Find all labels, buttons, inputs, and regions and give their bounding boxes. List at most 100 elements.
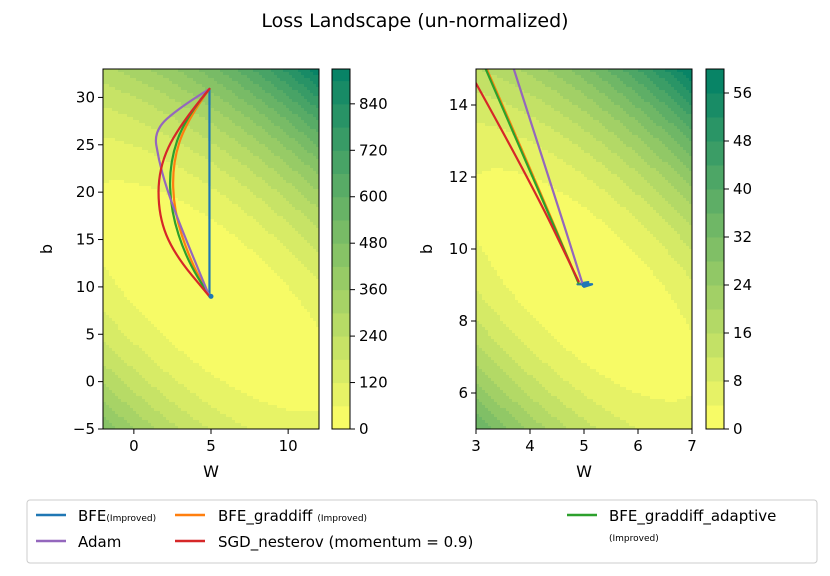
contour-cell <box>178 177 182 181</box>
contour-cell <box>139 75 143 79</box>
contour-cell <box>226 69 230 73</box>
contour-cell <box>142 126 146 130</box>
contour-cell <box>157 216 161 220</box>
contour-cell <box>202 312 206 316</box>
contour-cell <box>115 87 119 91</box>
contour-cell <box>118 288 122 292</box>
contour-cell <box>103 249 107 253</box>
contour-cell <box>199 144 203 148</box>
contour-cell <box>175 75 179 79</box>
contour-cell <box>160 426 164 429</box>
contour-cell <box>163 219 167 223</box>
contour-cell <box>106 273 110 277</box>
contour-cell <box>205 135 209 139</box>
contour-cell <box>142 405 146 409</box>
contour-cell <box>199 396 203 400</box>
contour-cell <box>160 378 164 382</box>
contour-cell <box>124 399 128 403</box>
contour-cell <box>118 249 122 253</box>
contour-cell <box>106 321 110 325</box>
contour-cell <box>145 120 149 124</box>
contour-cell <box>187 126 191 130</box>
contour-cell <box>127 105 131 109</box>
contour-cell <box>109 123 113 127</box>
contour-cell <box>211 159 215 163</box>
contour-cell <box>187 180 191 184</box>
contour-cell <box>157 99 161 103</box>
contour-cell <box>133 324 137 328</box>
contour-cell <box>223 201 227 205</box>
contour-cell <box>118 390 122 394</box>
contour-cell <box>109 348 113 352</box>
contour-cell <box>133 126 137 130</box>
contour-cell <box>196 258 200 262</box>
contour-cell <box>118 351 122 355</box>
contour-cell <box>115 255 119 259</box>
contour-cell <box>118 384 122 388</box>
contour-cell <box>175 378 179 382</box>
contour-cell <box>211 153 215 157</box>
contour-cell <box>145 69 149 73</box>
contour-cell <box>181 372 185 376</box>
contour-cell <box>172 348 176 352</box>
contour-cell <box>145 282 149 286</box>
contour-cell <box>142 417 146 421</box>
contour-cell <box>178 408 182 412</box>
contour-cell <box>109 117 113 121</box>
contour-cell <box>109 357 113 361</box>
contour-cell <box>124 138 128 142</box>
contour-cell <box>109 228 113 232</box>
contour-cell <box>214 84 218 88</box>
contour-cell <box>163 147 167 151</box>
contour-cell <box>172 276 176 280</box>
contour-cell <box>220 246 224 250</box>
contour-cell <box>130 234 134 238</box>
contour-cell <box>142 276 146 280</box>
contour-cell <box>178 423 182 427</box>
contour-cell <box>211 414 215 418</box>
contour-cell <box>145 138 149 142</box>
contour-cell <box>109 405 113 409</box>
contour-cell <box>187 159 191 163</box>
contour-cell <box>121 426 125 429</box>
contour-cell <box>142 204 146 208</box>
contour-cell <box>181 309 185 313</box>
contour-cell <box>187 210 191 214</box>
contour-cell <box>175 354 179 358</box>
contour-cell <box>205 360 209 364</box>
contour-cell <box>184 390 188 394</box>
contour-cell <box>160 339 164 343</box>
contour-cell <box>160 327 164 331</box>
contour-cell <box>121 126 125 130</box>
contour-cell <box>127 342 131 346</box>
contour-cell <box>208 315 212 319</box>
contour-cell <box>223 330 227 334</box>
contour-cell <box>217 315 221 319</box>
contour-cell <box>217 126 221 130</box>
contour-cell <box>106 231 110 235</box>
contour-cell <box>142 111 146 115</box>
contour-cell <box>199 234 203 238</box>
contour-cell <box>139 135 143 139</box>
contour-cell <box>220 414 224 418</box>
contour-cell <box>193 333 197 337</box>
contour-cell <box>103 282 107 286</box>
contour-cell <box>214 411 218 415</box>
contour-cell <box>145 150 149 154</box>
contour-cell <box>214 90 218 94</box>
contour-cell <box>178 330 182 334</box>
contour-cell <box>151 303 155 307</box>
contour-cell <box>178 402 182 406</box>
contour-cell <box>226 108 230 112</box>
contour-cell <box>133 87 137 91</box>
contour-cell <box>166 273 170 277</box>
contour-cell <box>166 180 170 184</box>
contour-cell <box>127 393 131 397</box>
contour-cell <box>181 366 185 370</box>
contour-cell <box>181 111 185 115</box>
contour-cell <box>220 405 224 409</box>
contour-cell <box>133 210 137 214</box>
contour-cell <box>139 117 143 121</box>
contour-cell <box>133 291 137 295</box>
contour-cell <box>202 294 206 298</box>
